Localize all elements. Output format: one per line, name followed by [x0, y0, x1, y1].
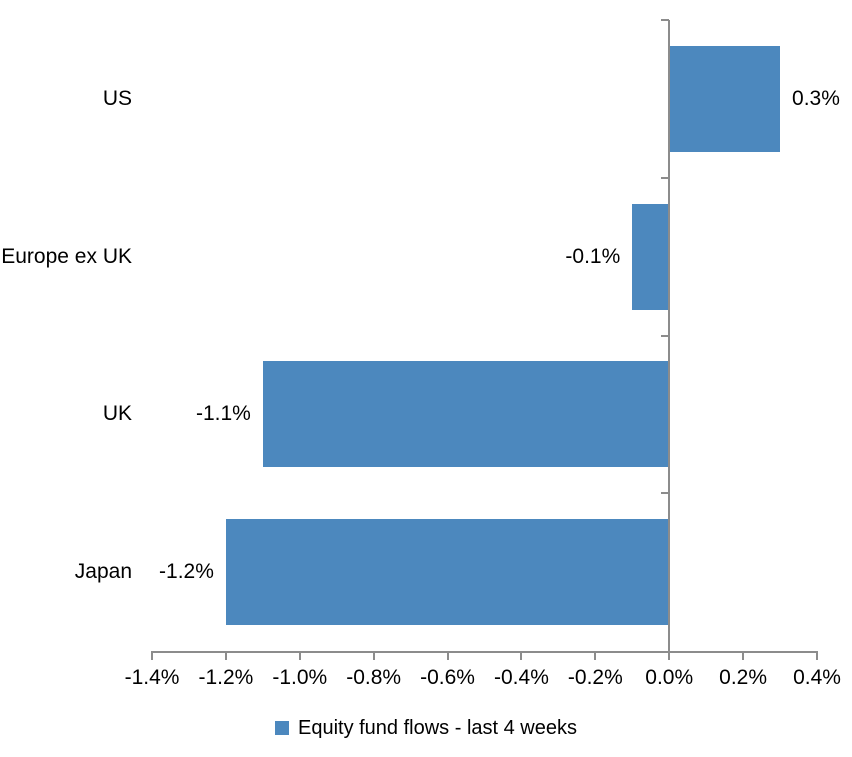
value-axis-tick — [668, 651, 671, 660]
value-axis-tick-label: -1.4% — [124, 666, 180, 689]
category-axis-line — [668, 20, 671, 651]
value-axis-tick-label: 0.2% — [719, 666, 768, 689]
value-label-uk: -1.1% — [195, 402, 251, 426]
category-label-uk: UK — [102, 402, 132, 426]
category-axis-tick — [661, 334, 670, 337]
value-axis-tick — [520, 651, 523, 660]
value-axis-tick-label: -0.4% — [494, 666, 549, 689]
value-axis-tick-label: 0.4% — [793, 666, 841, 689]
value-axis-tick-label: -0.8% — [346, 666, 402, 689]
value-axis-line — [152, 651, 817, 653]
value-axis-tick-label: -0.6% — [420, 666, 475, 689]
value-axis-tick-label: 0.0% — [645, 666, 694, 689]
category-axis-tick — [661, 492, 670, 495]
value-axis-tick-label: -1.2% — [198, 666, 254, 689]
category-label-europe-ex-uk: Europe ex UK — [1, 244, 132, 268]
value-axis-tick — [151, 651, 153, 660]
plot-area: 0.3% -0.1% -1.1% -1.2% -1.4% -1.2% -1.0% -0.8% -… — [125, 0, 841, 757]
value-label-japan: -1.2% — [159, 560, 214, 584]
value-axis-tick — [594, 651, 597, 660]
category-axis-tick — [661, 176, 670, 179]
value-axis-tick — [298, 651, 301, 660]
legend-swatch — [274, 721, 289, 735]
bar-uk — [262, 361, 670, 468]
value-axis-tick — [224, 651, 227, 660]
value-axis-tick — [446, 651, 449, 660]
legend-label: Equity fund flows - last 4 weeks — [297, 716, 577, 739]
legend: Equity fund flows - last 4 weeks — [0, 712, 852, 744]
value-axis-tick — [742, 651, 745, 660]
category-axis-labels: US Europe ex UK UK Japan — [0, 0, 132, 651]
value-label-us: 0.3% — [792, 86, 840, 110]
category-axis-tick — [661, 19, 670, 21]
value-axis-tick-label: -1.0% — [272, 666, 328, 689]
bar-europe-ex-uk — [632, 203, 670, 310]
value-axis-tick-label: -0.2% — [567, 666, 623, 689]
value-axis-tick — [372, 651, 375, 660]
value-label-europe-ex-uk: -0.1% — [565, 244, 621, 268]
value-axis-tick — [816, 651, 818, 660]
category-label-us: US — [102, 86, 132, 110]
bar-japan — [225, 519, 670, 626]
category-label-japan: Japan — [74, 560, 132, 584]
bar-us — [669, 45, 781, 152]
